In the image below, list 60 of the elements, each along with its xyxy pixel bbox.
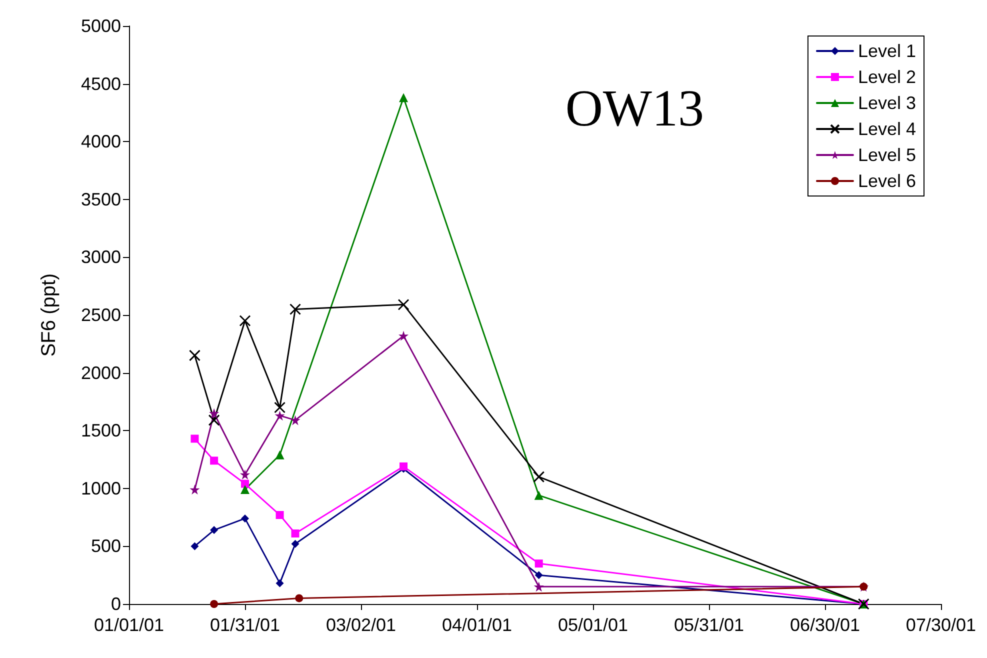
y-tick-label: 4000 [80, 132, 121, 152]
point [276, 510, 284, 519]
y-tick-label: 2500 [80, 305, 121, 325]
point [534, 560, 543, 568]
point [240, 514, 249, 522]
legend-label: Level 1 [858, 41, 916, 61]
point [190, 434, 199, 443]
point [275, 450, 284, 460]
point [534, 571, 543, 580]
point [399, 93, 408, 102]
point [295, 594, 304, 602]
point [188, 350, 200, 362]
point [276, 579, 284, 588]
x-tick-label: 06/30/01 [790, 615, 860, 635]
legend-label: Level 2 [858, 67, 916, 87]
y-tick-label: 5000 [80, 16, 121, 36]
y-tick-label: 0 [110, 594, 121, 614]
y-tick-label: 500 [90, 536, 121, 556]
point [290, 415, 300, 426]
point [291, 540, 300, 548]
legend-label: Level 6 [858, 171, 916, 191]
point [210, 526, 218, 534]
point [400, 462, 408, 470]
point [240, 485, 250, 494]
y-tick-label: 3500 [80, 189, 121, 210]
point [398, 330, 409, 341]
point [239, 315, 251, 327]
y-axis-title: SF6 (ppt) [38, 273, 60, 357]
x-tick-label: 01/31/01 [210, 615, 280, 635]
x-tick-label: 07/30/01 [906, 615, 976, 635]
x-tick-label: 01/01/01 [94, 615, 164, 635]
x-tick-label: 04/01/01 [442, 615, 512, 635]
point [534, 582, 544, 592]
point [240, 480, 249, 488]
point [210, 600, 218, 608]
point [208, 414, 220, 426]
point [240, 470, 250, 480]
point [398, 298, 410, 310]
point [190, 542, 199, 550]
x-tick-label: 05/01/01 [558, 615, 628, 635]
point [290, 303, 302, 315]
y-tick-label: 2000 [80, 362, 121, 383]
point [534, 490, 544, 500]
point [209, 408, 220, 418]
y-tick-label: 4500 [80, 74, 121, 94]
x-tick-label: 05/31/01 [674, 615, 744, 635]
point [210, 456, 218, 465]
point [291, 529, 300, 538]
y-tick-label: 3000 [80, 247, 121, 268]
y-tick-label: 1000 [80, 478, 121, 498]
point [274, 402, 286, 414]
point [274, 410, 285, 421]
legend-label: Level 4 [858, 119, 916, 139]
y-tick-label: 1500 [80, 420, 121, 441]
point [533, 471, 545, 483]
x-tick-label: 03/02/01 [326, 615, 396, 635]
legend-label: Level 3 [858, 93, 916, 113]
point [190, 484, 200, 495]
legend-label: Level 5 [858, 145, 916, 165]
text: OW13 [565, 80, 704, 138]
